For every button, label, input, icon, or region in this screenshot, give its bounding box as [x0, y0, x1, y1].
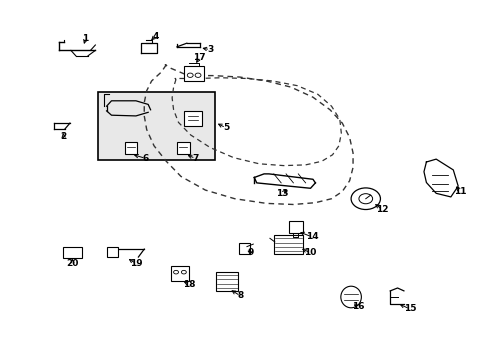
- Circle shape: [187, 73, 193, 77]
- Text: 12: 12: [375, 205, 388, 214]
- Bar: [239, 243, 249, 254]
- Bar: [183, 66, 204, 81]
- Bar: [216, 272, 238, 291]
- Bar: [183, 111, 202, 126]
- Text: 20: 20: [66, 259, 79, 268]
- Text: 10: 10: [304, 248, 316, 257]
- Text: 16: 16: [351, 302, 364, 311]
- Bar: [98, 92, 215, 160]
- Text: 17: 17: [193, 53, 205, 62]
- Bar: [107, 247, 118, 257]
- Text: 19: 19: [129, 259, 142, 268]
- Text: 15: 15: [403, 305, 415, 313]
- Text: 8: 8: [237, 292, 243, 300]
- Text: 13: 13: [276, 189, 288, 198]
- Bar: [124, 142, 137, 154]
- Text: 5: 5: [223, 123, 228, 132]
- Circle shape: [358, 194, 372, 204]
- Text: 6: 6: [142, 154, 148, 163]
- Bar: [274, 235, 302, 254]
- Text: 3: 3: [207, 45, 213, 54]
- Bar: [288, 220, 302, 233]
- Bar: [170, 266, 189, 281]
- Circle shape: [195, 73, 201, 77]
- Circle shape: [350, 188, 380, 210]
- Text: 11: 11: [453, 187, 466, 196]
- Ellipse shape: [340, 286, 361, 308]
- Text: 14: 14: [305, 233, 318, 242]
- Circle shape: [173, 270, 178, 274]
- Text: 7: 7: [192, 154, 199, 163]
- Bar: [63, 247, 81, 258]
- Text: 2: 2: [61, 132, 66, 141]
- Text: 18: 18: [183, 280, 196, 289]
- Text: 1: 1: [82, 35, 88, 44]
- Text: 4: 4: [152, 32, 159, 41]
- Bar: [177, 142, 189, 154]
- Circle shape: [181, 270, 186, 274]
- Text: 9: 9: [246, 248, 253, 257]
